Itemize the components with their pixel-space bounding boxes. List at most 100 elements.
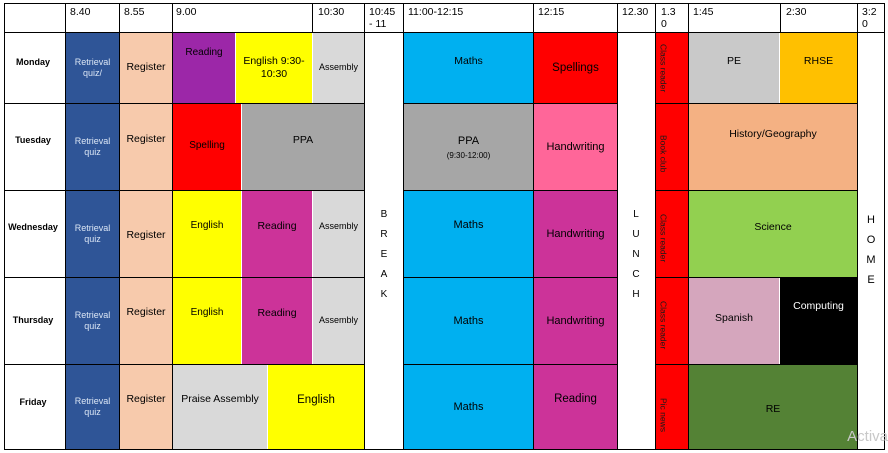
wednesday-class-reader-cell: Class reader [656, 191, 688, 277]
thursday-reading: Reading [242, 278, 312, 364]
wednesday-retrieval-quiz: Retrieval quiz [66, 191, 119, 277]
lunch-label: L U N C H [630, 205, 642, 305]
grid-line [403, 3, 404, 450]
monday-assembly: Assembly [313, 33, 364, 103]
lunch-letter: H [632, 289, 640, 300]
time-1230: 12.30 [622, 6, 649, 18]
break-letter: K [380, 289, 388, 300]
grid-line [4, 32, 885, 33]
break-label: B R E A K [378, 205, 390, 305]
time-1430: 2:30 [786, 6, 807, 18]
monday-class-reader-cell: Class reader [656, 33, 688, 103]
grid-line [4, 364, 365, 365]
wednesday-handwriting: Handwriting [534, 191, 617, 277]
wednesday-science: Science [689, 191, 857, 277]
thursday-english: English [173, 278, 241, 364]
friday-praise-assembly: Praise Assembly [173, 365, 267, 449]
tuesday-ppa2-time: (9:30-12:00) [446, 150, 491, 160]
grid-line [364, 3, 365, 450]
home-letter: M [866, 254, 876, 266]
wednesday-maths: Maths [404, 191, 533, 277]
tuesday-handwriting: Handwriting [534, 104, 617, 190]
activation-watermark: Activa [847, 428, 888, 445]
grid-line [533, 3, 534, 450]
friday-re: RE [689, 365, 857, 449]
monday-retrieval-quiz: Retrieval quiz/ [66, 33, 119, 103]
friday-register: Register [120, 365, 172, 449]
thursday-class-reader: Class reader [658, 300, 669, 350]
time-break: 10:45 - 11 [369, 6, 396, 30]
grid-line [4, 449, 885, 450]
grid-line [857, 3, 858, 450]
thursday-register: Register [120, 278, 172, 364]
grid-line [403, 364, 618, 365]
grid-line [688, 3, 689, 450]
monday-english: English 9:30-10:30 [236, 33, 312, 103]
day-wednesday: Wednesday [8, 222, 58, 232]
monday-register: Register [120, 33, 172, 103]
monday-pe: PE [689, 33, 779, 103]
monday-maths: Maths [404, 33, 533, 103]
break-letter: B [380, 209, 388, 220]
time-1330: 1.3 0 [661, 6, 676, 30]
thursday-retrieval-quiz: Retrieval quiz [66, 278, 119, 364]
grid-line [4, 190, 365, 191]
friday-maths: Maths [404, 365, 533, 449]
thursday-computing: Computing [780, 278, 857, 364]
time-0900: 9.00 [176, 6, 197, 18]
time-1215: 12:15 [538, 6, 565, 18]
friday-pic-news: Pic news [658, 397, 669, 432]
friday-english: English [268, 365, 364, 449]
tuesday-ppa2: PPA [457, 135, 480, 148]
wednesday-reading: Reading [242, 191, 312, 277]
time-1520: 3:2 0 [862, 6, 877, 30]
tuesday-spelling: Spelling [173, 104, 241, 190]
monday-rhse: RHSE [780, 33, 857, 103]
day-friday: Friday [19, 397, 47, 407]
grid-line [403, 277, 618, 278]
time-1030: 10:30 [318, 6, 345, 18]
grid-line [4, 277, 365, 278]
time-1100: 11:00-12:15 [408, 6, 464, 18]
grid-line [403, 103, 618, 104]
home-letter: O [866, 234, 876, 246]
monday-class-reader: Class reader [658, 43, 669, 93]
lunch-letter: U [632, 229, 640, 240]
lunch-letter: L [633, 209, 639, 220]
grid-line [617, 3, 618, 450]
home-letter: H [867, 214, 875, 226]
thursday-maths: Maths [404, 278, 533, 364]
tuesday-retrieval-quiz: Retrieval quiz [66, 104, 119, 190]
friday-reading: Reading [534, 365, 617, 449]
grid-line [4, 3, 885, 4]
thursday-spanish: Spanish [689, 278, 779, 364]
grid-line [312, 3, 313, 33]
grid-line [884, 3, 885, 450]
grid-line [780, 3, 781, 33]
break-letter: E [380, 249, 388, 260]
break-letter: R [380, 229, 388, 240]
grid-line [655, 3, 656, 450]
lunch-letter: N [632, 249, 640, 260]
time-0855: 8.55 [124, 6, 145, 18]
wednesday-english: English [173, 191, 241, 277]
home-letter: E [867, 274, 875, 286]
home-label: H O M E [864, 210, 878, 290]
monday-spellings: Spellings [534, 33, 617, 103]
tuesday-register: Register [120, 104, 172, 190]
time-1345: 1:45 [693, 6, 714, 18]
wednesday-assembly: Assembly [313, 191, 364, 277]
grid-line [4, 103, 365, 104]
break-letter: A [380, 269, 388, 280]
time-0840: 8.40 [70, 6, 91, 18]
day-monday: Monday [15, 57, 50, 67]
wednesday-register: Register [120, 191, 172, 277]
wednesday-class-reader: Class reader [658, 213, 669, 263]
grid-line [655, 190, 858, 191]
grid-line [655, 364, 858, 365]
day-tuesday: Tuesday [15, 135, 51, 145]
grid-line [4, 3, 5, 450]
lunch-letter: C [632, 269, 640, 280]
grid-line [655, 103, 858, 104]
